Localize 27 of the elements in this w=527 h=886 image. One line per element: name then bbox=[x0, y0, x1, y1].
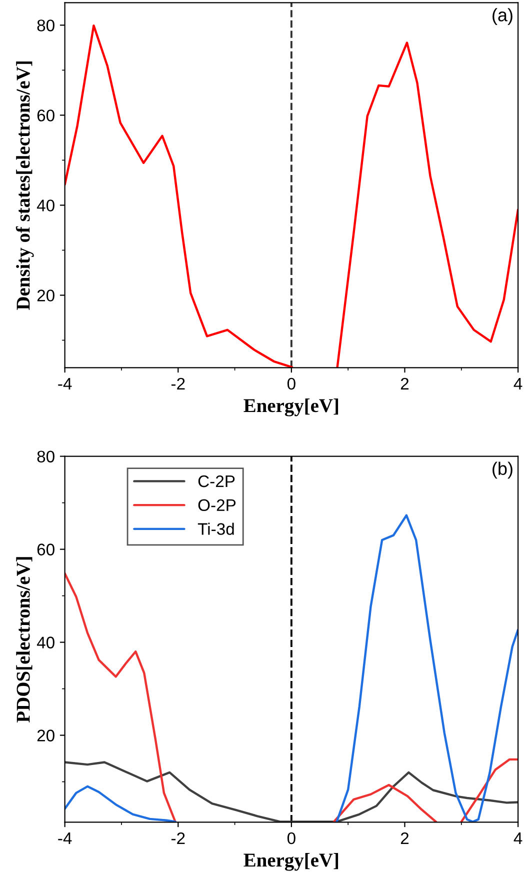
x-tick-label: 0 bbox=[287, 378, 296, 390]
annotation: (a) bbox=[492, 8, 512, 25]
x-axis-title: Energy[eV] bbox=[244, 398, 338, 416]
x-axis-title: Energy[eV] bbox=[244, 853, 338, 871]
legend-label: Ti-3d bbox=[198, 522, 234, 535]
x-tick-label: -2 bbox=[171, 832, 185, 844]
y-tick-label: 60 bbox=[37, 544, 54, 556]
x-tick-label: -4 bbox=[58, 378, 72, 390]
x-tick-label: 0 bbox=[287, 832, 296, 844]
legend-label: C-2P bbox=[198, 475, 235, 488]
x-tick-label: 2 bbox=[400, 378, 409, 390]
x-tick-label: -4 bbox=[58, 832, 72, 844]
y-tick-label: 80 bbox=[37, 450, 54, 462]
x-tick-label: -2 bbox=[171, 378, 185, 390]
annotation: (b) bbox=[492, 462, 512, 479]
legend-label: O-2P bbox=[198, 499, 236, 512]
y-tick-label: 20 bbox=[37, 730, 54, 742]
y-tick-label: 40 bbox=[36, 636, 54, 648]
y-tick-label: 40 bbox=[36, 200, 54, 212]
x-tick-label: 4 bbox=[514, 832, 522, 844]
y-axis-title: Density of states[electrons/eV] bbox=[16, 62, 34, 310]
y-tick-label: 20 bbox=[37, 290, 54, 302]
y-axis-title: PDOS[electrons/eV] bbox=[16, 557, 32, 722]
x-tick-label: 4 bbox=[514, 378, 522, 390]
y-tick-label: 60 bbox=[37, 110, 54, 122]
y-tick-label: 80 bbox=[37, 20, 54, 32]
x-tick-label: 2 bbox=[400, 832, 409, 844]
